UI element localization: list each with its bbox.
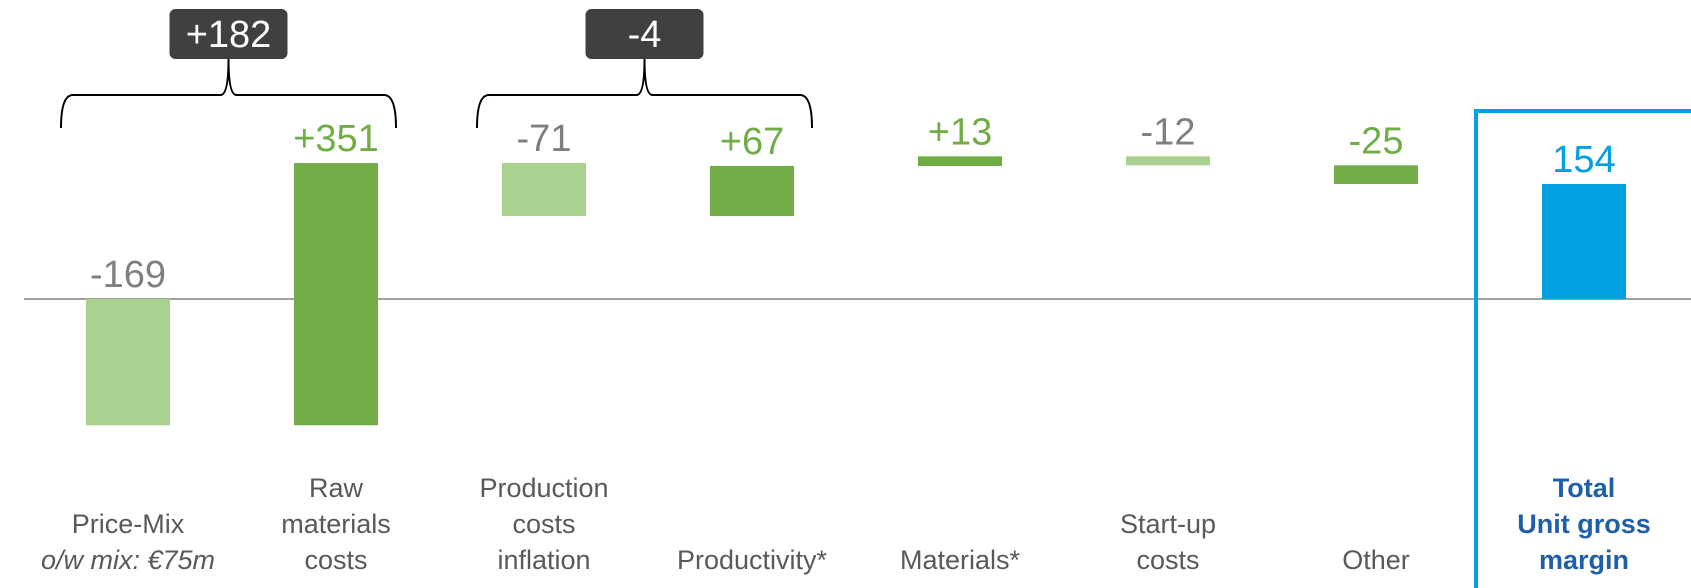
bar-2	[294, 163, 378, 426]
category-label-line: Unit gross	[1517, 509, 1651, 539]
category-label-line: inflation	[497, 545, 591, 575]
category-label-6: Start-up costs	[1068, 506, 1268, 578]
value-label-4: +67	[720, 121, 784, 163]
value-label-6: -12	[1141, 111, 1196, 153]
category-label-line: Start-up	[1119, 509, 1217, 539]
bar-1	[86, 299, 170, 426]
bracket-box-1	[169, 9, 288, 59]
bar-7	[1334, 165, 1418, 184]
bracket-label-2: -4	[628, 14, 662, 56]
value-label-3: -71	[517, 118, 572, 160]
category-label-line: Other	[1342, 545, 1410, 575]
category-label-8: Total Unit gross margin	[1484, 470, 1684, 578]
bar-3	[502, 163, 586, 217]
value-label-2: +351	[293, 118, 379, 160]
category-label-line: margin	[1538, 545, 1630, 575]
category-label-2: Raw materials costs	[236, 470, 436, 578]
value-label-7: -25	[1349, 120, 1404, 162]
category-label-1: Price-Mix o/w mix: €75m	[28, 506, 228, 578]
category-label-line: costs	[304, 545, 368, 575]
bracket-label-1: +182	[186, 14, 272, 56]
bar-4	[710, 166, 794, 217]
category-label-line: Total	[1552, 473, 1616, 503]
bar-6	[1126, 156, 1210, 166]
bar-8	[1542, 183, 1626, 299]
category-label-line: Raw	[308, 473, 363, 503]
category-label-line: Productivity*	[676, 545, 828, 575]
value-label-5: +13	[928, 111, 992, 153]
category-label-line: costs	[1136, 545, 1200, 575]
total-highlight-box	[1474, 109, 1691, 588]
category-label-line: Production	[479, 473, 609, 503]
bar-5	[918, 156, 1002, 167]
category-label-line: Materials*	[899, 545, 1021, 575]
category-label-5: Materials*	[860, 542, 1060, 578]
category-label-line: costs	[512, 509, 576, 539]
value-label-8: 154	[1552, 139, 1615, 181]
category-label-4: Productivity*	[652, 542, 852, 578]
category-label-7: Other	[1276, 542, 1476, 578]
bracket-box-2	[585, 9, 704, 59]
category-label-3: Production costs inflation	[444, 470, 644, 578]
value-label-1: -169	[90, 254, 166, 296]
category-label-line: Price-Mix	[71, 509, 185, 539]
category-label-line: materials	[281, 509, 391, 539]
category-label-line: o/w mix: €75m	[40, 545, 216, 575]
